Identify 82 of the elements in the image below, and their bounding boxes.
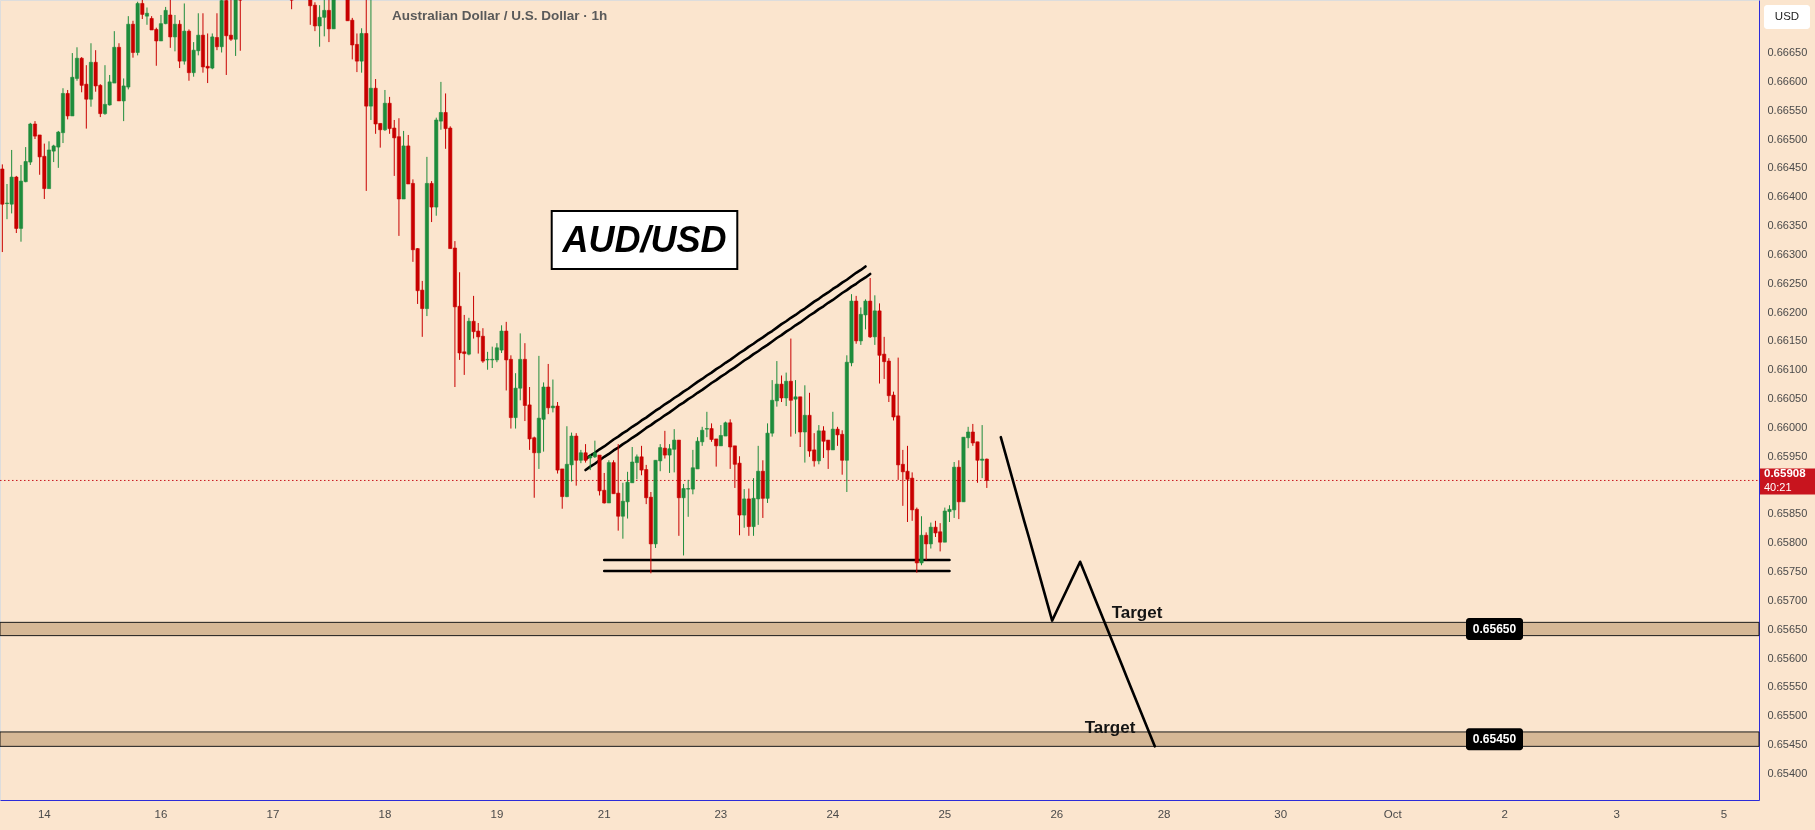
- y-tick-label: 0.66100: [1767, 363, 1808, 376]
- candlestick: [145, 7, 149, 26]
- candlestick: [928, 522, 933, 550]
- candlestick: [821, 425, 826, 459]
- candlestick: [326, 0, 331, 43]
- annotation: Target: [1111, 603, 1163, 622]
- y-tick-label: 0.66150: [1767, 334, 1808, 347]
- x-tick-label: 14: [37, 807, 52, 820]
- candlestick: [173, 14, 177, 52]
- x-tick-label: 28: [1157, 807, 1171, 820]
- candlestick: [793, 379, 798, 435]
- y-tick-label: 0.65850: [1767, 507, 1808, 520]
- y-tick-label: 0.65450: [1767, 738, 1808, 751]
- x-tick-label: 25: [938, 807, 952, 820]
- y-tick-label: 0.66550: [1767, 103, 1808, 116]
- candlestick: [779, 374, 784, 403]
- candlestick: [742, 488, 747, 529]
- candlestick: [215, 12, 219, 51]
- y-tick-label: 0.66350: [1767, 219, 1808, 232]
- y-tick-label: 0.65600: [1767, 651, 1808, 664]
- y-tick-label: 0.66250: [1767, 276, 1808, 289]
- y-tick-label: 0.65800: [1767, 536, 1808, 549]
- band-label: 0.65450: [1472, 732, 1517, 747]
- candlestick: [65, 89, 70, 120]
- x-tick-label: 16: [154, 807, 168, 820]
- y-axis-title: USD: [1774, 10, 1800, 22]
- candlestick: [924, 531, 929, 561]
- y-tick-label: 0.66650: [1767, 45, 1808, 58]
- annotation: Target: [1084, 718, 1136, 737]
- x-tick-label: 23: [714, 807, 728, 820]
- candlestick: [830, 411, 835, 451]
- candlestick: [709, 422, 714, 443]
- y-tick-label: 0.65400: [1767, 766, 1808, 779]
- y-tick-label: 0.65500: [1767, 709, 1808, 722]
- candlestick: [550, 379, 555, 413]
- x-tick-label: 3: [1613, 807, 1620, 820]
- candlestick: [905, 445, 910, 523]
- x-tick-label: 19: [490, 807, 504, 820]
- x-tick-label: 5: [1720, 807, 1728, 820]
- y-tick-label: 0.65950: [1767, 449, 1808, 462]
- y-tick-label: 0.66400: [1767, 190, 1808, 203]
- candlestick: [312, 1, 317, 32]
- candlestick: [368, 0, 373, 121]
- candlestick: [140, 0, 145, 20]
- candlestick: [583, 443, 588, 464]
- candlestick: [634, 454, 639, 480]
- y-tick-label: 0.66000: [1767, 420, 1808, 433]
- y-tick-label: 0.66050: [1767, 392, 1808, 405]
- x-tick-label: 18: [378, 807, 392, 820]
- candlestick: [592, 440, 597, 459]
- band-label: 0.65650: [1472, 621, 1517, 636]
- candlestick: [984, 458, 989, 489]
- y-tick-label: 0.66600: [1767, 74, 1808, 87]
- candlestick: [546, 363, 551, 415]
- text: 40:21: [1764, 481, 1792, 493]
- y-tick-label: 0.66200: [1767, 305, 1808, 318]
- candlestick: [704, 411, 709, 438]
- annotation: AUD/USD: [561, 219, 727, 260]
- candlestick: [784, 372, 789, 407]
- ref-line-label: 0.65908: [1764, 467, 1807, 480]
- y-tick-label: 0.65550: [1767, 680, 1808, 693]
- candlestick: [662, 430, 667, 460]
- candlestick: [980, 424, 985, 479]
- x-tick-label: 24: [826, 807, 840, 820]
- candlestick: [429, 180, 434, 223]
- y-tick-label: 0.66450: [1767, 161, 1808, 174]
- x-tick-label: Oct: [1383, 807, 1403, 820]
- x-tick-label: 21: [597, 807, 611, 820]
- y-tick-label: 0.65750: [1767, 565, 1808, 578]
- candlestick: [238, 0, 243, 52]
- y-tick-label: 0.66300: [1767, 247, 1808, 260]
- y-tick-label: 0.65650: [1767, 622, 1808, 635]
- x-tick-label: 30: [1274, 807, 1288, 820]
- y-tick-label: 0.66500: [1767, 132, 1808, 145]
- candlestick: [802, 384, 807, 464]
- y-tick-label: 0.65700: [1767, 593, 1808, 606]
- x-tick-label: 17: [266, 807, 280, 820]
- candlestick: [788, 338, 793, 438]
- candlestick: [168, 0, 173, 49]
- text: Australian Dollar / U.S. Dollar · 1h: [392, 8, 608, 23]
- x-tick-label: 2: [1501, 807, 1508, 820]
- x-tick-label: 26: [1050, 807, 1064, 820]
